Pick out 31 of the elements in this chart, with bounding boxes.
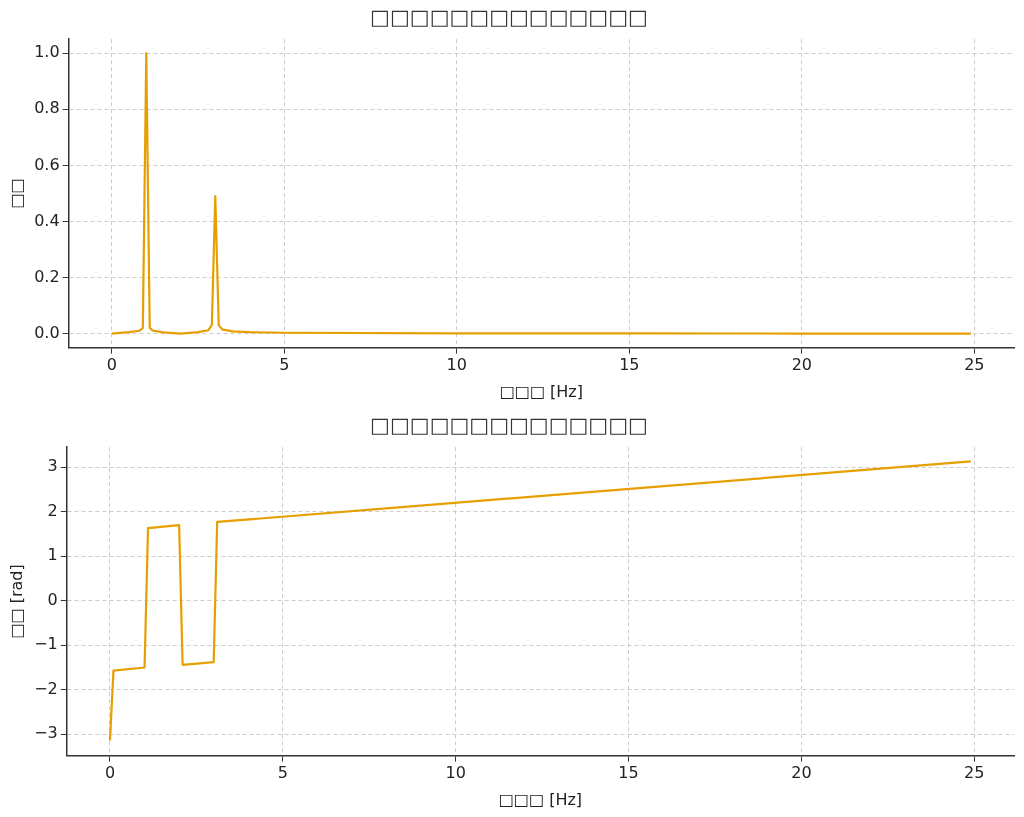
y-tick-label: 0.8 [34, 98, 60, 118]
x-axis-title: □□□ [Hz] [499, 381, 583, 401]
x-tick-label: 20 [791, 355, 812, 375]
x-axis-title: □□□ [Hz] [498, 789, 583, 809]
y-axis-title: □□ [rad] [6, 564, 26, 639]
y-tick-label: 2 [47, 500, 58, 520]
y-tick-label: 3 [47, 456, 58, 476]
y-tick-label: −2 [34, 678, 58, 698]
y-tick-label: −3 [34, 723, 58, 743]
chart-title: □□□□□□□□□□□□□□ [370, 5, 648, 30]
x-tick-label: 10 [446, 355, 467, 375]
y-tick-label: 0 [47, 589, 58, 609]
x-tick-label: 0 [106, 355, 117, 375]
x-tick-label: 15 [618, 763, 639, 783]
chart-title: □□□□□□□□□□□□□□ [370, 413, 648, 438]
x-tick-label: 25 [964, 355, 985, 375]
y-axis-title: □□ [6, 178, 26, 209]
x-tick-label: 15 [619, 355, 640, 375]
y-tick-label: 0.6 [34, 154, 60, 174]
y-tick-label: 1.0 [34, 42, 60, 62]
x-tick-label: 20 [791, 763, 812, 783]
y-tick-label: 0.4 [34, 210, 60, 230]
x-tick-label: 10 [445, 763, 466, 783]
x-tick-label: 0 [104, 763, 116, 783]
y-tick-label: 1 [47, 545, 58, 565]
x-tick-label: 25 [964, 763, 985, 783]
x-tick-label: 5 [277, 763, 288, 783]
x-tick-label: 5 [279, 355, 290, 375]
y-tick-label: 0.0 [34, 322, 60, 342]
y-tick-label: 0.2 [34, 266, 60, 286]
y-tick-label: −1 [34, 634, 58, 654]
